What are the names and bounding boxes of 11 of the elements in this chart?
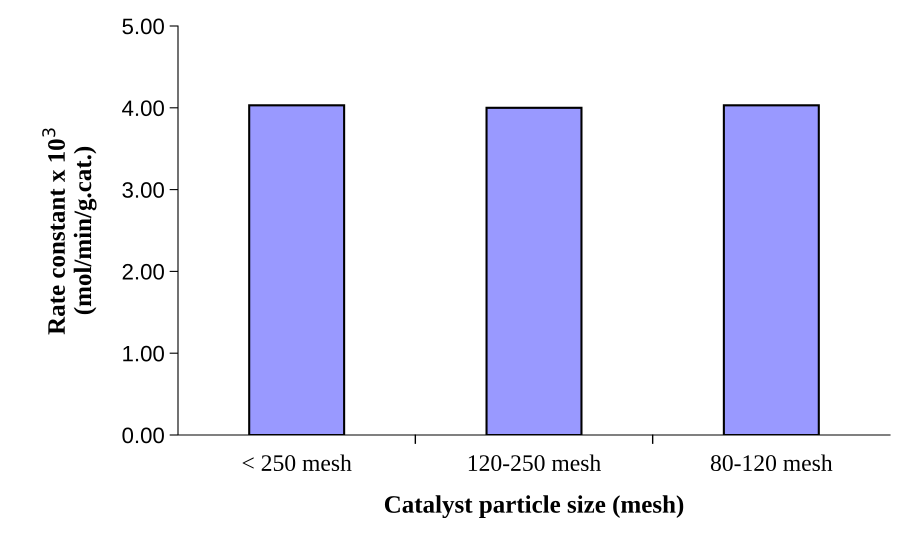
y-tick-label: 1.00 <box>123 346 164 362</box>
y-tick-label: 0.00 <box>122 428 164 444</box>
y-tick-label: 3.00 <box>122 182 164 198</box>
x-tick-label: 80-120 mesh <box>710 454 832 472</box>
y-tick-label: 4.00 <box>122 100 164 116</box>
y-axis-title: Rate constant x 10$^{3}$ (mol/min/g.cat.) <box>42 128 97 334</box>
x-tick-label: 120-250 mesh <box>468 454 601 472</box>
y-tick-label: 2.00 <box>122 264 164 280</box>
x-axis-title: Catalyst particle size (mesh) <box>384 495 684 518</box>
x-tick-label: < 250 mesh <box>242 454 352 472</box>
y-tick-label: 5.00 <box>122 18 164 34</box>
